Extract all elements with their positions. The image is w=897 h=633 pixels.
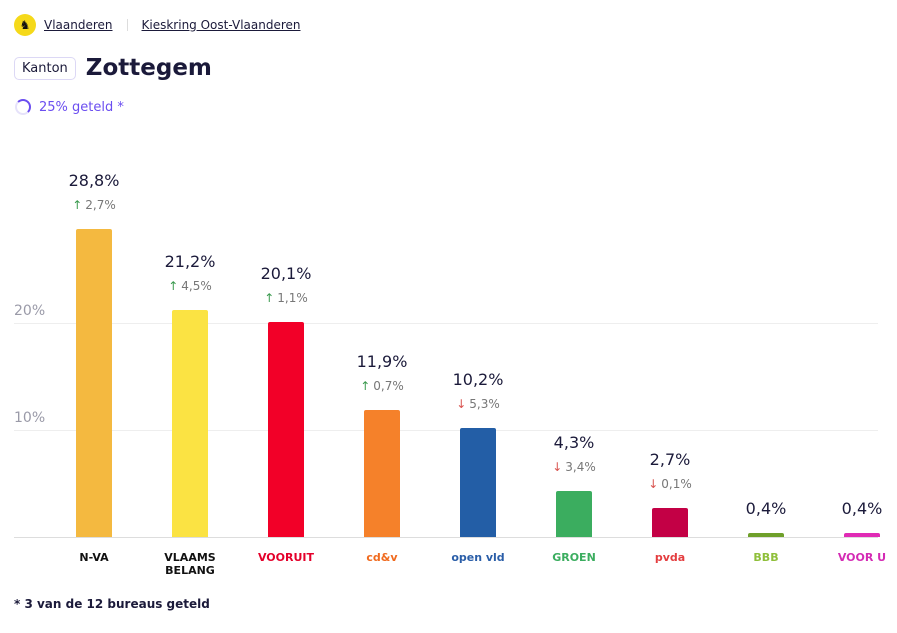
change-label: ↑ 1,1% <box>238 291 334 305</box>
party-logo-2: VOORUIT <box>257 551 315 564</box>
y-tick-label: 10% <box>14 410 46 426</box>
change-label: ↓ 3,4% <box>526 460 622 474</box>
change-label: ↑ 2,7% <box>46 198 142 212</box>
progress-spinner-icon <box>15 99 31 115</box>
value-label: 2,7% <box>649 450 691 470</box>
y-tick-label: 20% <box>14 303 46 319</box>
value-label: 10,2% <box>452 369 504 389</box>
bar-7 <box>748 532 784 537</box>
change-value: 0,1% <box>661 477 692 492</box>
gridline <box>14 323 878 324</box>
party-logo-1: VLAAMS BELANG <box>164 551 216 577</box>
bar-2 <box>268 321 304 537</box>
value-label: 11,9% <box>356 351 408 371</box>
bar-3 <box>364 409 400 537</box>
change-value: 2,7% <box>85 197 116 212</box>
breadcrumb: ♞ Vlaanderen Kieskring Oost-Vlaanderen <box>14 14 301 36</box>
divider <box>126 19 128 31</box>
kanton-badge: Kanton <box>14 56 76 80</box>
bar-0 <box>76 228 112 537</box>
value-label: 0,4% <box>841 498 883 518</box>
breadcrumb-kieskring[interactable]: Kieskring Oost-Vlaanderen <box>141 18 301 32</box>
gridline <box>14 430 878 431</box>
page-title: Zottegem <box>85 55 212 81</box>
bar-1 <box>172 310 208 537</box>
change-value: 0,7% <box>373 378 404 393</box>
arrow-down-icon: ↓ <box>648 477 659 492</box>
arrow-up-icon: ↑ <box>264 290 275 305</box>
arrow-down-icon: ↓ <box>456 396 467 411</box>
party-logo-0: N-VA <box>79 551 109 564</box>
value-label: 4,3% <box>553 432 595 452</box>
change-label: ↑ 4,5% <box>142 279 238 293</box>
value-label: 20,1% <box>260 263 312 283</box>
bar-6 <box>652 508 688 537</box>
footnote: * 3 van de 12 bureaus geteld <box>14 597 210 611</box>
party-logo-7: BBB <box>753 551 779 564</box>
count-progress: 25% geteld * <box>15 99 124 115</box>
change-label: ↑ 0,7% <box>334 379 430 393</box>
party-logo-3: cd&v <box>366 551 398 564</box>
party-logo-5: GROEN <box>552 551 596 564</box>
value-label: 28,8% <box>68 170 120 190</box>
bar-4 <box>460 427 496 537</box>
page-header: Kanton Zottegem <box>14 55 212 81</box>
party-logo-8: VOOR U <box>837 551 887 564</box>
party-logo-4: open vld <box>451 551 505 564</box>
party-logo-6: pvda <box>654 551 686 564</box>
flemish-lion-icon: ♞ <box>14 14 36 36</box>
change-value: 1,1% <box>277 290 308 305</box>
change-value: 3,4% <box>565 459 596 474</box>
gridline <box>14 537 878 538</box>
change-label: ↓ 5,3% <box>430 397 526 411</box>
change-value: 5,3% <box>469 396 500 411</box>
arrow-up-icon: ↑ <box>72 197 83 212</box>
bar-5 <box>556 490 592 537</box>
bar-8 <box>844 532 880 537</box>
arrow-up-icon: ↑ <box>168 279 179 294</box>
arrow-down-icon: ↓ <box>552 459 563 474</box>
progress-label: 25% geteld * <box>39 99 124 115</box>
change-label: ↓ 0,1% <box>622 477 718 491</box>
value-label: 0,4% <box>745 498 787 518</box>
breadcrumb-vlaanderen[interactable]: Vlaanderen <box>44 18 113 32</box>
arrow-up-icon: ↑ <box>360 378 371 393</box>
change-value: 4,5% <box>181 279 212 294</box>
value-label: 21,2% <box>164 252 216 272</box>
